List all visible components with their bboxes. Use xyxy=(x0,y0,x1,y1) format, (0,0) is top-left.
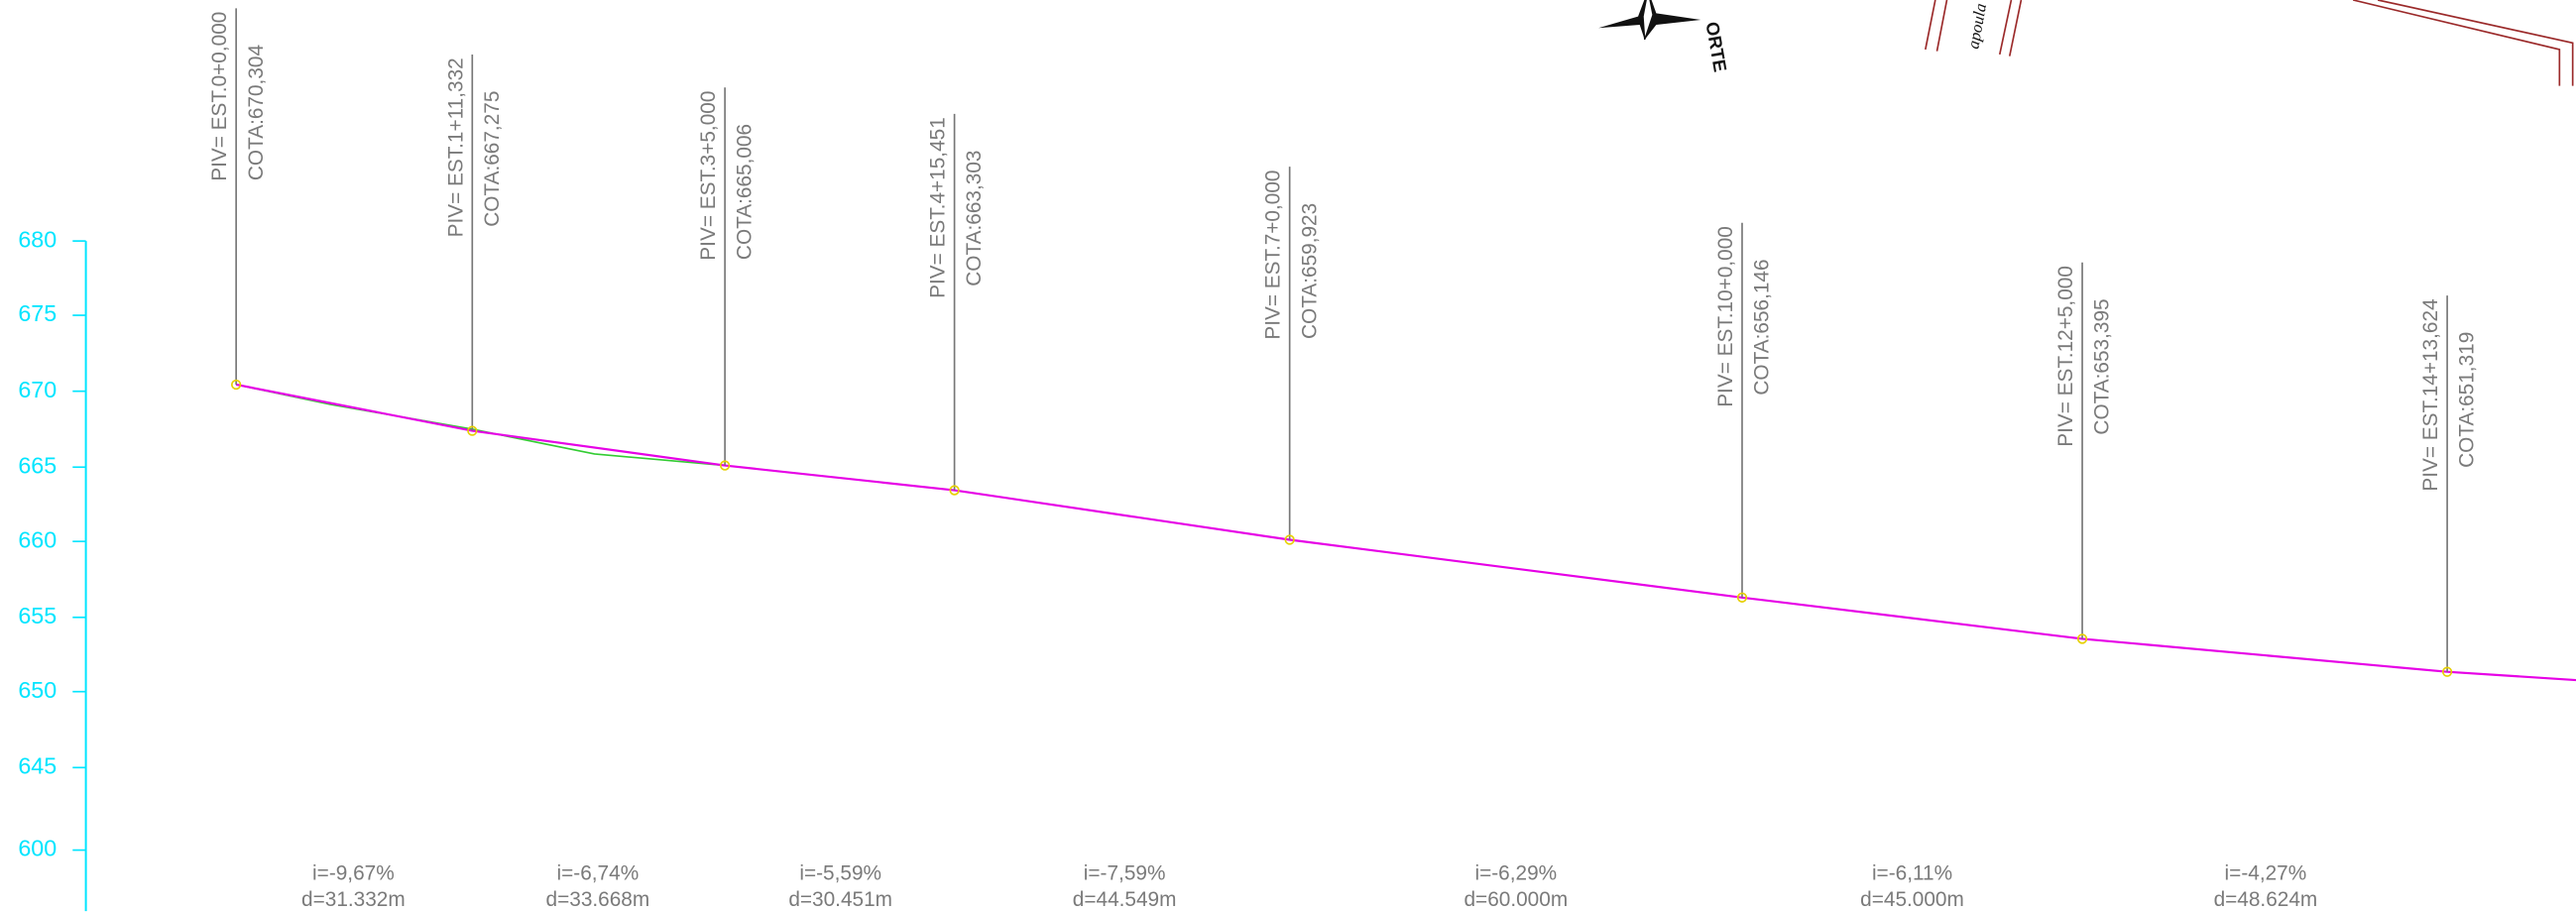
piv-cota: COTA:659,923 xyxy=(1298,203,1321,339)
piv-station: PIV= EST.4+15,451 xyxy=(927,117,950,298)
piv-cota: COTA:656,146 xyxy=(1751,259,1774,395)
segment-slope: i=-7,59% xyxy=(1084,862,1166,885)
y-tick-label: 670 xyxy=(18,377,57,402)
piv-point xyxy=(719,460,731,471)
segment-distance: d=30.451m xyxy=(788,888,892,911)
piv-point xyxy=(1736,592,1748,603)
piv-station: PIV= EST.14+13,624 xyxy=(2419,298,2442,491)
segment-distance: d=31.332m xyxy=(301,888,406,911)
y-tick-label: 600 xyxy=(18,836,57,861)
piv-point xyxy=(949,485,960,496)
y-tick-label: 655 xyxy=(18,603,57,628)
piv-point xyxy=(467,425,478,436)
segment-slope: i=-5,59% xyxy=(799,862,881,885)
segment-slope: i=-6,74% xyxy=(557,862,640,885)
y-tick-label: 660 xyxy=(18,526,57,552)
north-label: ORTE xyxy=(1701,20,1731,73)
piv-point xyxy=(2076,633,2088,644)
segment-slope: i=-9,67% xyxy=(312,862,395,885)
piv-point xyxy=(1284,534,1295,545)
piv-station: PIV= EST.3+5,000 xyxy=(697,91,720,261)
piv-cota: COTA:651,319 xyxy=(2456,332,2479,468)
y-tick-label: 680 xyxy=(18,226,57,252)
segment-distance: d=48.624m xyxy=(2214,888,2318,911)
segment-slope: i=-4,27% xyxy=(2225,862,2307,885)
grade-line xyxy=(235,383,2576,682)
piv-station: PIV= EST.12+5,000 xyxy=(2054,266,2077,447)
piv-point xyxy=(2441,666,2453,677)
y-tick-label: 675 xyxy=(18,300,57,326)
piv-cota: COTA:667,275 xyxy=(481,91,504,227)
piv-cota: COTA:670,304 xyxy=(245,45,268,180)
piv-cota: COTA:663,303 xyxy=(963,151,986,286)
piv-station: PIV= EST.0+0,000 xyxy=(208,12,231,181)
piv-cota: COTA:665,006 xyxy=(734,124,757,260)
segment-distance: d=33.668m xyxy=(546,888,650,911)
segment-distance: d=45.000m xyxy=(1860,888,1964,911)
piv-point xyxy=(230,379,242,391)
segment-distance: d=44.549m xyxy=(1073,888,1177,911)
north-arrow xyxy=(1598,0,1701,41)
y-tick-label: 645 xyxy=(18,752,57,778)
piv-station: PIV= EST.10+0,000 xyxy=(1714,226,1737,407)
piv-station: PIV= EST.7+0,000 xyxy=(1262,171,1285,340)
y-tick-label: 665 xyxy=(18,452,57,478)
segment-distance: d=60.000m xyxy=(1464,888,1568,911)
segment-slope: i=-6,29% xyxy=(1474,862,1557,885)
map-lines xyxy=(1925,0,2574,86)
segment-slope: i=-6,11% xyxy=(1872,862,1952,885)
y-tick-label: 650 xyxy=(18,677,57,703)
piv-cota: COTA:653,395 xyxy=(2091,298,2114,434)
ground-line xyxy=(235,384,726,467)
map-note: apoula xyxy=(1963,2,1990,51)
piv-station: PIV= EST.1+11,332 xyxy=(444,57,467,237)
